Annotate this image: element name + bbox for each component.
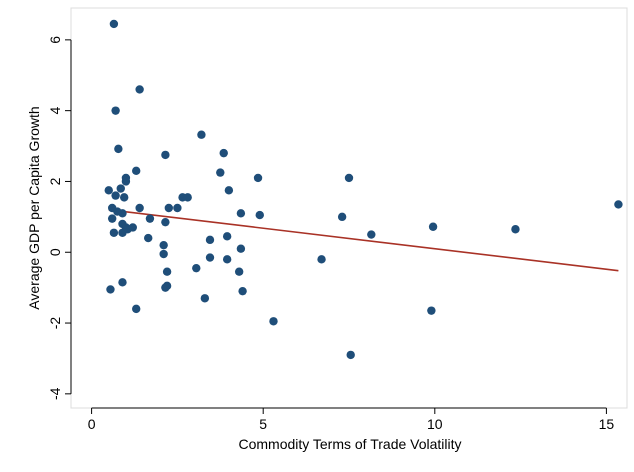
data-point bbox=[216, 168, 225, 177]
data-point bbox=[135, 85, 144, 94]
data-point bbox=[183, 193, 192, 202]
data-point bbox=[159, 240, 168, 250]
data-point bbox=[222, 232, 232, 241]
data-point bbox=[144, 233, 153, 243]
data-point bbox=[317, 255, 326, 264]
x-tick-label: 5 bbox=[259, 416, 267, 432]
fitted-line-layer bbox=[108, 208, 619, 272]
y-tick-label: -4 bbox=[47, 387, 63, 400]
data-point bbox=[205, 235, 215, 245]
data-point bbox=[161, 150, 170, 160]
data-point bbox=[159, 249, 168, 259]
data-point bbox=[197, 130, 206, 139]
data-point bbox=[135, 203, 144, 213]
data-point bbox=[132, 166, 141, 176]
data-point bbox=[116, 184, 125, 193]
data-point bbox=[173, 203, 182, 213]
data-point bbox=[427, 306, 436, 315]
data-point bbox=[337, 212, 347, 222]
data-point bbox=[164, 203, 174, 213]
data-point bbox=[253, 173, 263, 183]
data-point bbox=[222, 255, 232, 264]
x-tick-label: 15 bbox=[599, 416, 615, 432]
data-point bbox=[162, 267, 172, 276]
data-point bbox=[109, 19, 119, 29]
y-tick-label: 0 bbox=[47, 248, 63, 256]
data-point bbox=[224, 186, 234, 195]
data-point bbox=[111, 106, 120, 115]
data-point bbox=[344, 173, 354, 183]
y-tick-label: -2 bbox=[47, 317, 63, 330]
data-point bbox=[114, 144, 123, 154]
data-point bbox=[121, 173, 131, 183]
data-point bbox=[132, 304, 141, 314]
data-point bbox=[234, 267, 244, 276]
data-point bbox=[614, 200, 623, 209]
data-point bbox=[128, 223, 137, 232]
x-axis-label: Commodity Terms of Trade Volatility bbox=[238, 436, 461, 452]
data-point bbox=[238, 286, 247, 296]
fitted-line bbox=[108, 208, 619, 272]
data-point bbox=[161, 283, 170, 292]
x-tick-label: 0 bbox=[88, 416, 96, 432]
data-point bbox=[236, 244, 246, 253]
axes: -4 -2 0 2 4 6 0 5 10 15 bbox=[47, 36, 614, 432]
data-point bbox=[346, 350, 355, 360]
data-point bbox=[145, 214, 155, 223]
data-point bbox=[255, 210, 264, 220]
data-point bbox=[511, 225, 520, 234]
data-point bbox=[106, 285, 115, 294]
data-point bbox=[111, 191, 120, 200]
data-point bbox=[200, 294, 210, 303]
data-point bbox=[269, 317, 278, 326]
x-tick-label: 10 bbox=[427, 416, 443, 432]
data-point bbox=[367, 230, 376, 239]
data-point bbox=[205, 253, 215, 262]
data-point bbox=[104, 186, 113, 195]
data-point bbox=[428, 222, 438, 231]
data-point bbox=[192, 263, 201, 273]
data-point bbox=[219, 148, 228, 158]
y-tick-label: 4 bbox=[47, 107, 63, 115]
y-tick-label: 6 bbox=[47, 36, 63, 44]
data-points-layer bbox=[104, 19, 623, 360]
data-point bbox=[118, 278, 127, 287]
data-point bbox=[236, 209, 246, 218]
data-point bbox=[161, 217, 170, 227]
plot-region bbox=[70, 7, 628, 409]
data-point bbox=[118, 209, 127, 218]
data-point bbox=[109, 228, 119, 237]
y-axis-label: Average GDP per Capita Growth bbox=[26, 106, 42, 309]
y-tick-label: 2 bbox=[47, 177, 63, 185]
data-point bbox=[119, 193, 129, 202]
data-point bbox=[107, 214, 117, 223]
